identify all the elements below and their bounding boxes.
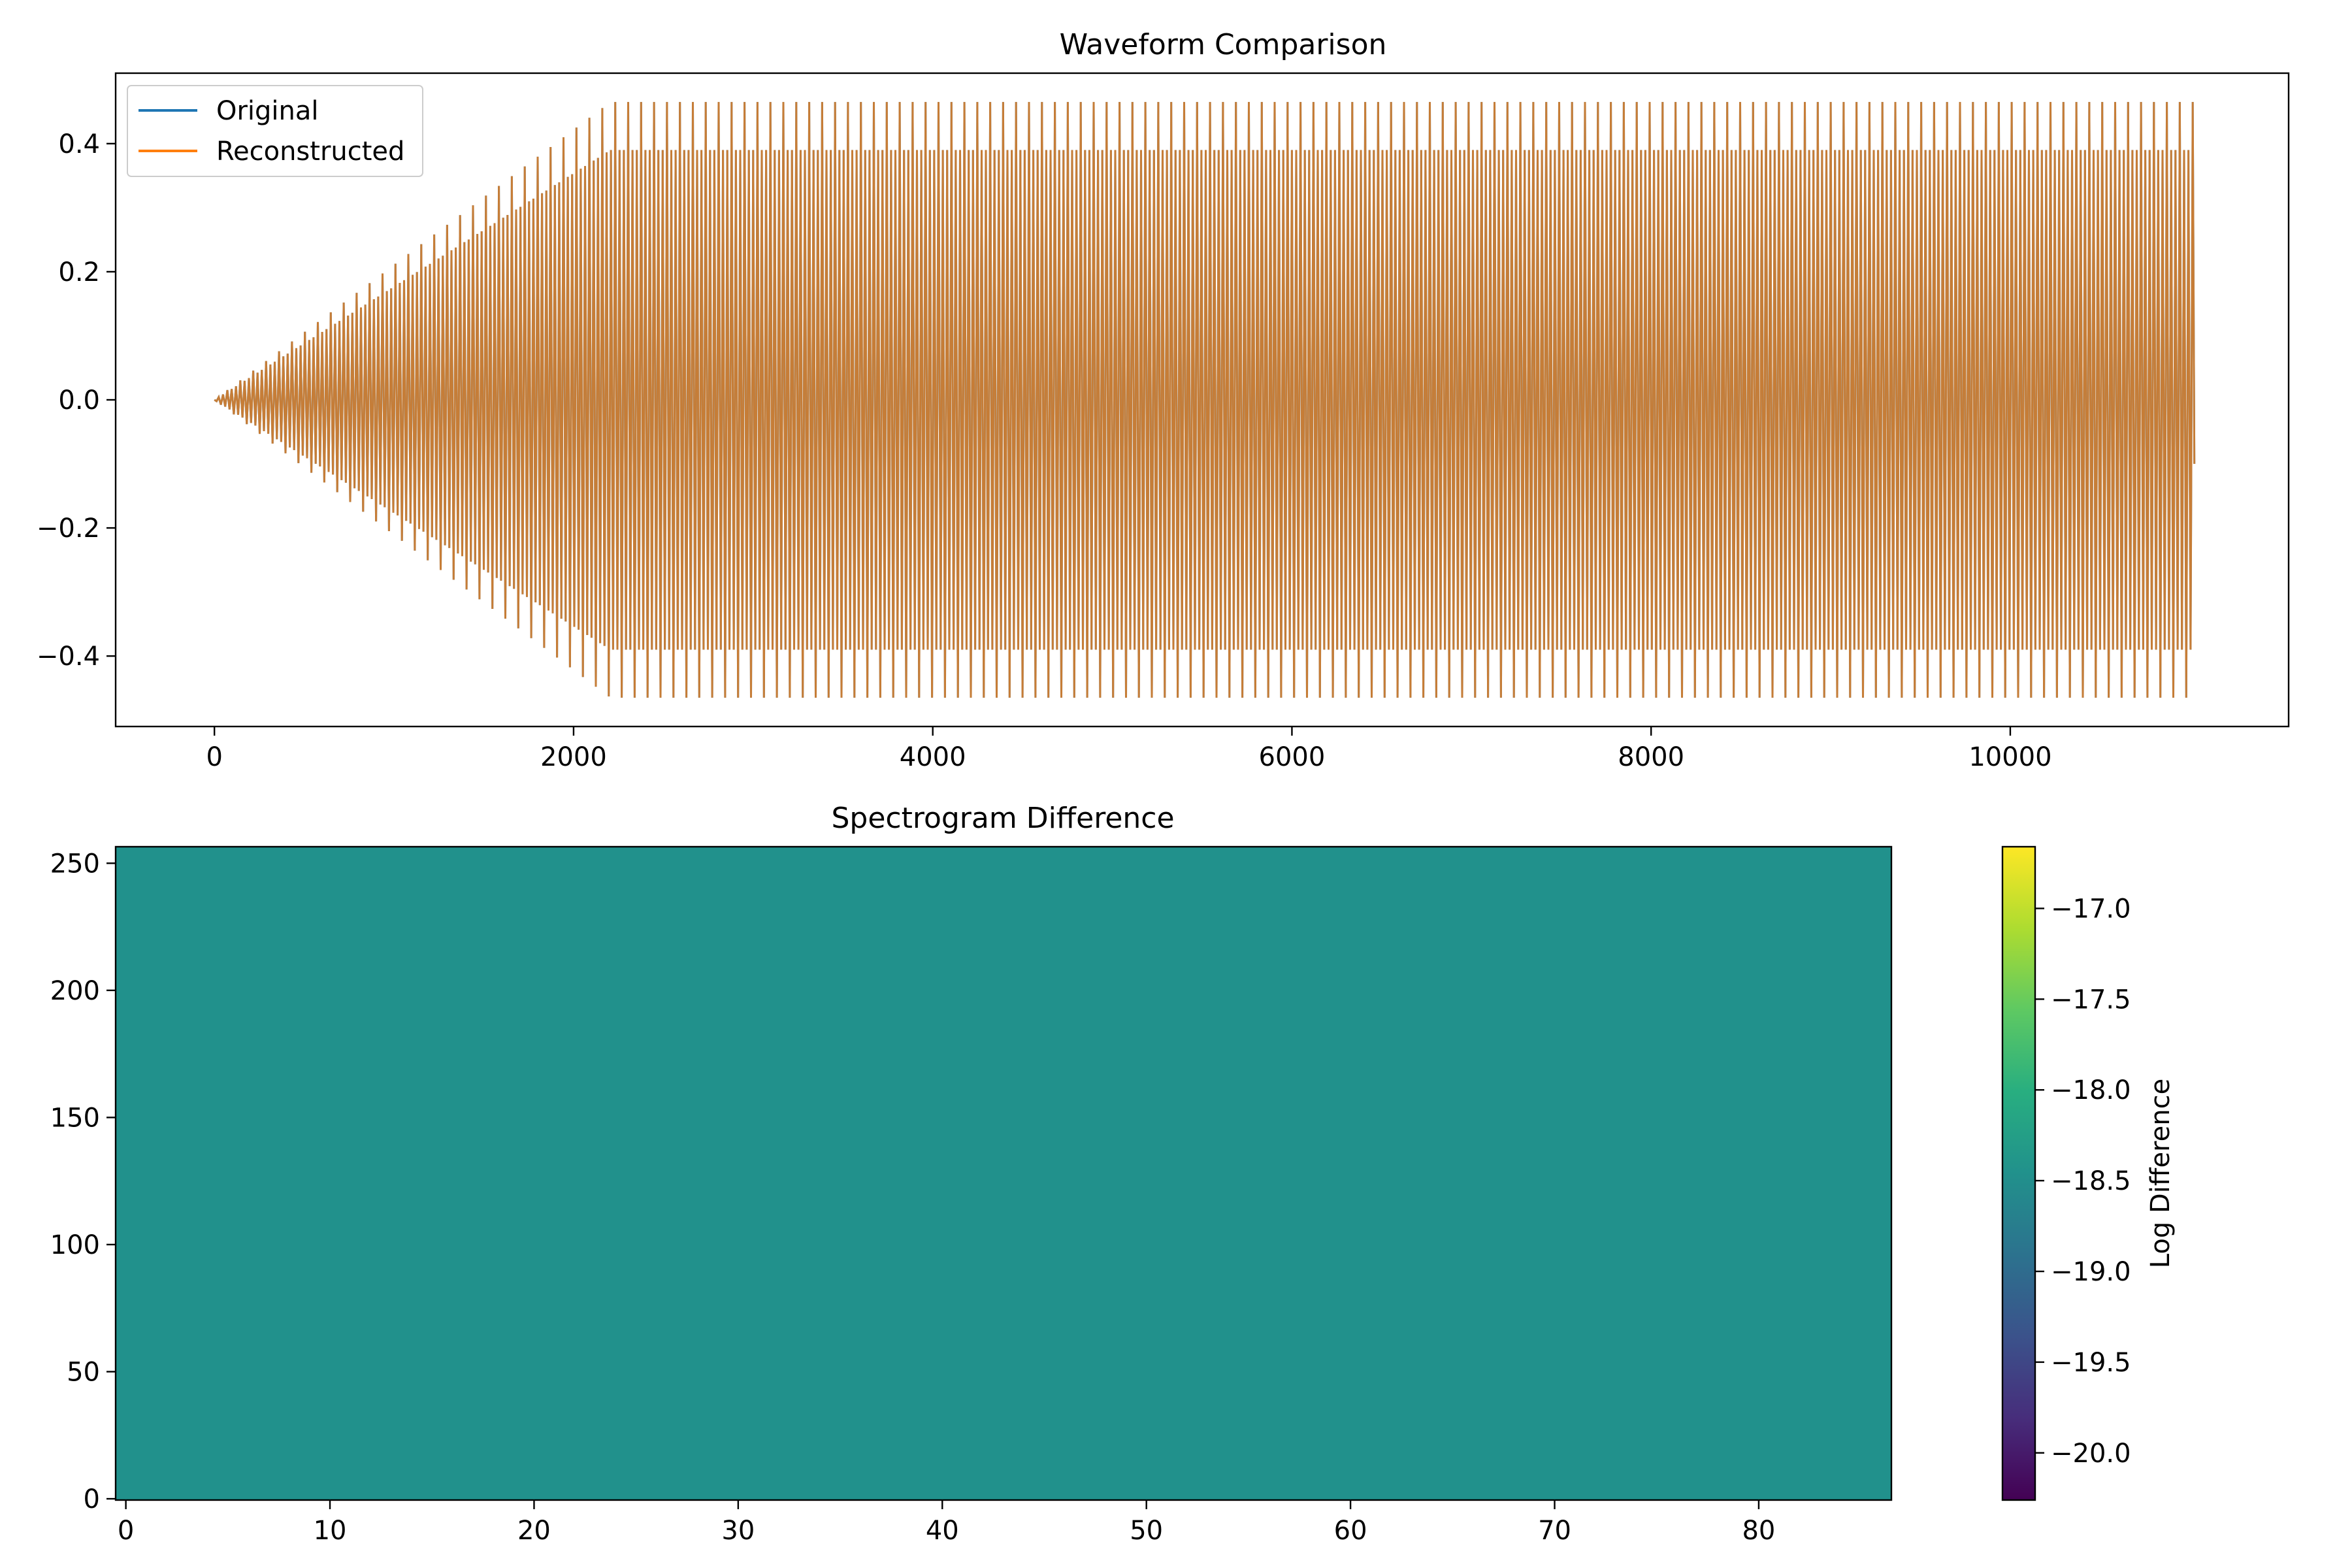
waveform-chart-title: Waveform Comparison	[1060, 28, 1387, 61]
colorbar-axis: −17.0 −17.5 −18.0 −18.5 −19.0 −19.5 −20.0	[2035, 894, 2131, 1469]
spectrogram-chart: Spectrogram Difference 0 10 20 30 40 50 60 70 80…	[50, 802, 2176, 1546]
colorbar-tick-label: −18.5	[2051, 1166, 2131, 1196]
colorbar-tick-label: −17.5	[2051, 985, 2131, 1015]
spectrogram-x-tick-label: 50	[1130, 1516, 1163, 1546]
legend-frame	[127, 85, 423, 177]
spectrogram-y-tick-label: 100	[50, 1230, 100, 1260]
waveform-x-tick-label: 4000	[900, 742, 966, 772]
spectrogram-y-axis: 0 50 100 150 200 250	[50, 849, 116, 1514]
spectrogram-y-tick-label: 200	[50, 976, 100, 1006]
waveform-y-tick-label: −0.2	[37, 514, 100, 544]
waveform-y-tick-label: 0.2	[58, 257, 100, 287]
waveform-x-tick-label: 2000	[540, 742, 607, 772]
spectrogram-y-tick-label: 250	[50, 849, 100, 879]
waveform-x-axis: 0 2000 4000 6000 8000 10000	[206, 727, 2052, 772]
spectrogram-x-tick-label: 0	[118, 1516, 134, 1546]
colorbar-label: Log Difference	[2146, 1079, 2176, 1268]
colorbar-tick-label: −17.0	[2051, 894, 2131, 924]
waveform-y-tick-label: 0.4	[58, 129, 100, 159]
waveform-chart: Waveform Comparison 0 2000 4000 6000 8000 100…	[37, 28, 2290, 772]
spectrogram-x-axis: 0 10 20 30 40 50 60 70 80	[118, 1500, 1775, 1546]
spectrogram-y-tick-label: 0	[84, 1484, 100, 1514]
spectrogram-x-tick-label: 20	[517, 1516, 551, 1546]
spectrogram-y-tick-label: 50	[67, 1358, 100, 1388]
waveform-y-axis: −0.4 −0.2 0.0 0.2 0.4	[37, 129, 116, 672]
spectrogram-y-tick-label: 150	[50, 1103, 100, 1133]
waveform-x-tick-label: 8000	[1618, 742, 1684, 772]
colorbar-tick-label: −20.0	[2051, 1439, 2131, 1469]
waveform-x-tick-label: 10000	[1968, 742, 2051, 772]
spectrogram-x-tick-label: 10	[314, 1516, 347, 1546]
colorbar-tick-label: −19.0	[2051, 1257, 2131, 1287]
waveform-y-tick-label: −0.4	[37, 642, 100, 672]
spectrogram-chart-title: Spectrogram Difference	[831, 802, 1174, 835]
spectrogram-x-tick-label: 40	[926, 1516, 959, 1546]
series-reconstructed-line	[214, 102, 2196, 698]
colorbar-tick-label: −19.5	[2051, 1348, 2131, 1378]
spectrogram-x-tick-label: 60	[1334, 1516, 1367, 1546]
waveform-x-tick-label: 0	[206, 742, 222, 772]
waveform-x-tick-label: 6000	[1259, 742, 1326, 772]
spectrogram-x-tick-label: 30	[721, 1516, 755, 1546]
legend-label-original: Original	[216, 96, 319, 126]
spectrogram-x-tick-label: 70	[1538, 1516, 1571, 1546]
colorbar-gradient	[2001, 845, 2036, 1501]
spectrogram-heatmap	[116, 847, 1891, 1500]
waveform-plot-area	[214, 102, 2196, 698]
spectrogram-x-tick-label: 80	[1742, 1516, 1775, 1546]
spectrogram-axes-frame	[114, 845, 1893, 1501]
colorbar: −17.0 −17.5 −18.0 −18.5 −19.0 −19.5 −20.0 Log …	[2001, 845, 2176, 1501]
colorbar-tick-label: −18.0	[2051, 1075, 2131, 1105]
waveform-legend: Original Reconstructed	[127, 85, 423, 177]
waveform-y-tick-label: 0.0	[58, 385, 100, 416]
legend-label-reconstructed: Reconstructed	[216, 137, 404, 167]
